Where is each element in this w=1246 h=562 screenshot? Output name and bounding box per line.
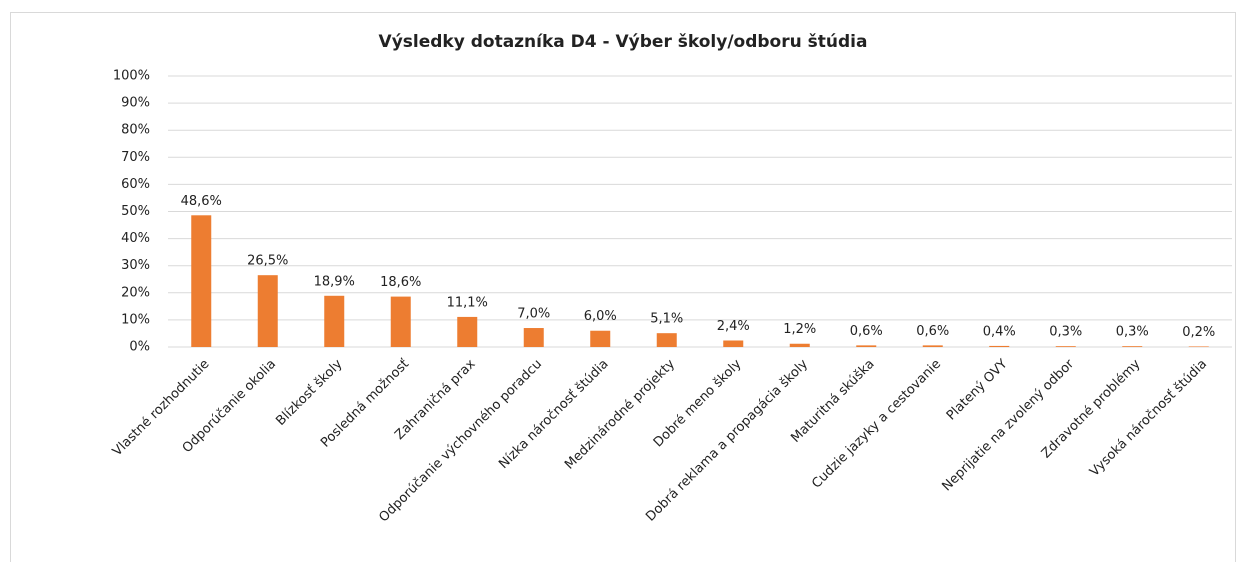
value-label: 48,6%: [181, 194, 222, 209]
value-label: 1,2%: [783, 322, 816, 337]
y-tick-label: 20%: [121, 285, 150, 300]
y-tick-label: 0%: [129, 340, 150, 355]
value-label: 2,4%: [717, 319, 750, 334]
value-label: 0,6%: [916, 324, 949, 339]
value-label: 6,0%: [584, 309, 617, 324]
bar: [523, 328, 544, 347]
y-tick-label: 60%: [121, 177, 150, 192]
value-label: 18,9%: [314, 274, 355, 289]
y-tick-label: 80%: [121, 123, 150, 138]
value-label: 0,6%: [850, 324, 883, 339]
value-label: 0,3%: [1049, 325, 1082, 340]
bar: [989, 345, 1010, 347]
value-label: 0,3%: [1116, 325, 1149, 340]
bar: [1122, 346, 1143, 347]
bar: [789, 343, 810, 347]
value-label: 0,4%: [983, 324, 1016, 339]
y-tick-label: 100%: [113, 69, 150, 84]
y-tick-label: 30%: [121, 258, 150, 273]
value-label: 26,5%: [247, 254, 288, 269]
y-tick-label: 90%: [121, 96, 150, 111]
bar: [457, 316, 478, 347]
y-tick-label: 70%: [121, 150, 150, 165]
bar: [922, 345, 943, 347]
chart-title: Výsledky dotazníka D4 - Výber školy/odbo…: [379, 32, 868, 52]
value-label: 5,1%: [650, 312, 683, 327]
y-tick-label: 40%: [121, 231, 150, 246]
value-label: 0,2%: [1182, 325, 1215, 340]
y-tick-label: 50%: [121, 204, 150, 219]
value-label: 11,1%: [447, 295, 488, 310]
bar: [723, 340, 744, 347]
bar: [390, 296, 411, 347]
bar: [257, 275, 278, 347]
bar: [1055, 346, 1076, 347]
y-tick-label: 10%: [121, 312, 150, 327]
chart-border: [10, 12, 1236, 562]
bar: [1188, 346, 1209, 347]
value-label: 7,0%: [517, 307, 550, 322]
bar: [590, 330, 611, 347]
bar: [856, 345, 877, 347]
bar: [324, 295, 345, 347]
value-label: 18,6%: [380, 275, 421, 290]
bar: [656, 333, 677, 347]
bar: [191, 215, 212, 347]
